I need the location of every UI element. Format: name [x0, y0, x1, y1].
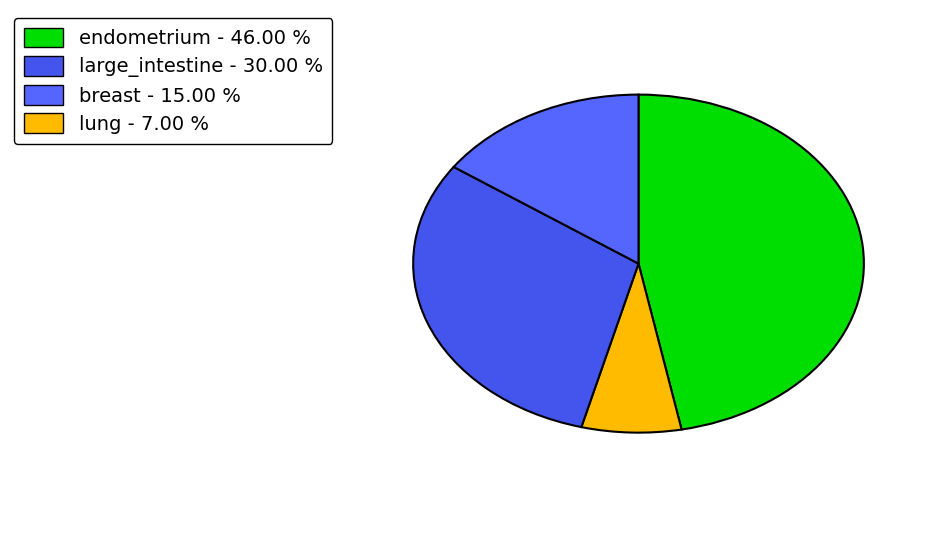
- Wedge shape: [413, 167, 639, 427]
- Legend: endometrium - 46.00 %, large_intestine - 30.00 %, breast - 15.00 %, lung - 7.00 : endometrium - 46.00 %, large_intestine -…: [14, 18, 332, 144]
- Wedge shape: [454, 95, 639, 264]
- Wedge shape: [639, 95, 864, 429]
- Wedge shape: [581, 264, 682, 433]
